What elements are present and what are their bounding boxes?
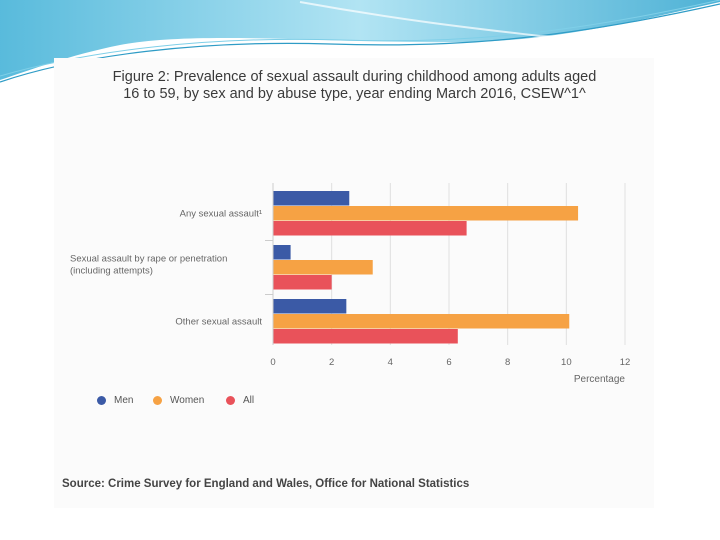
figure-title: Figure 2: Prevalence of sexual assault d… (62, 69, 647, 103)
category-label: Any sexual assault¹ (180, 209, 262, 220)
legend-label-men: Men (114, 394, 134, 406)
bar-men-1 (273, 245, 291, 260)
bar-women-0 (273, 206, 579, 221)
x-tick-label: 8 (505, 357, 510, 368)
legend-item-men[interactable]: Men (97, 393, 133, 407)
banner-swoosh-line (299, 1, 720, 38)
figure-card (54, 58, 654, 508)
category-label: Other sexual assault (175, 317, 262, 328)
legend-label-all: All (243, 394, 255, 406)
legend-swatch-all (226, 395, 235, 405)
bar-men-0 (273, 191, 350, 206)
category-label: Sexual assault by rape or penetration (70, 254, 227, 265)
x-tick-label: 6 (446, 357, 451, 368)
legend-item-all[interactable]: All (226, 393, 254, 407)
bar-all-2 (273, 329, 458, 344)
category-label-line2: (including attempts) (70, 266, 153, 277)
bar-women-2 (273, 314, 570, 329)
legend-swatch-women (153, 395, 162, 405)
banner-swoosh-line (0, 0, 720, 77)
bar-women-1 (273, 260, 373, 275)
figure-title-line2: 16 to 59, by sex and by abuse type, year… (123, 86, 586, 102)
x-tick-label: 4 (388, 357, 393, 368)
bar-all-0 (273, 221, 467, 236)
figure-title-line1: Figure 2: Prevalence of sexual assault d… (112, 69, 597, 85)
x-axis-label: Percentage (574, 374, 626, 385)
x-tick-label: 12 (620, 357, 631, 368)
x-tick-label: 2 (329, 357, 334, 368)
x-tick-label: 0 (270, 357, 275, 368)
legend-item-women[interactable]: Women (153, 393, 204, 407)
legend-swatch-men (97, 395, 106, 405)
x-tick-label: 10 (561, 357, 572, 368)
legend-label-women: Women (170, 394, 205, 406)
bar-men-2 (273, 299, 347, 314)
bar-all-1 (273, 275, 332, 290)
source-note: Source: Crime Survey for England and Wal… (62, 478, 470, 490)
top-banner-wave (0, 0, 720, 80)
